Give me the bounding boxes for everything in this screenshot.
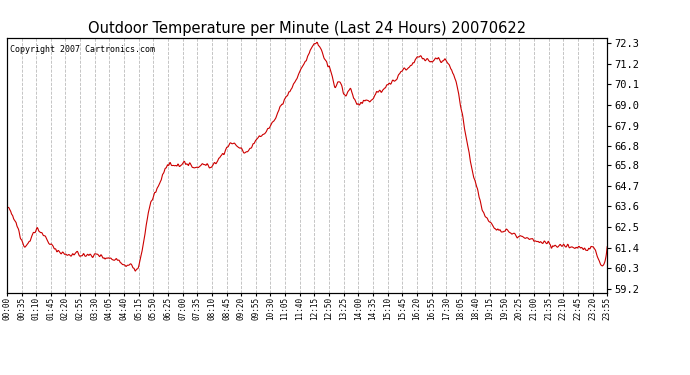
Title: Outdoor Temperature per Minute (Last 24 Hours) 20070622: Outdoor Temperature per Minute (Last 24 … <box>88 21 526 36</box>
Text: Copyright 2007 Cartronics.com: Copyright 2007 Cartronics.com <box>10 45 155 54</box>
